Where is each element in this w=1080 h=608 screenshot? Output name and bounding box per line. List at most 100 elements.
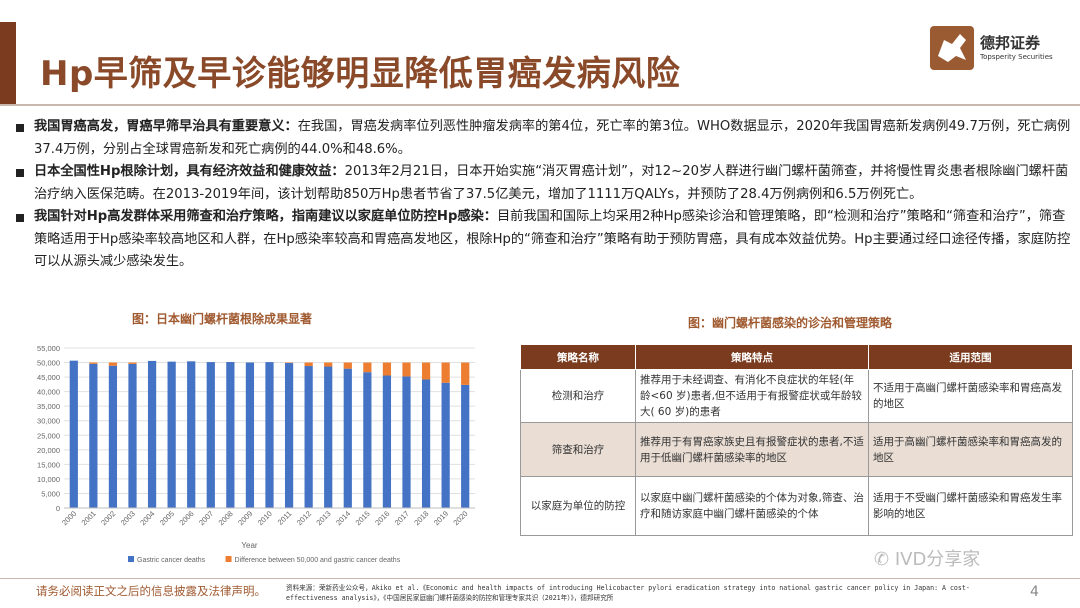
table-cell: 以家庭中幽门螺杆菌感染的个体为对象,筛查、治疗和随访家庭中幽门螺杆菌感染的个体 [635,476,869,536]
bar-difference [304,362,313,367]
table-cell: 以家庭为单位的防控 [520,476,636,536]
bar-gastric-deaths [402,376,411,508]
table-row: 筛查和治疗 推荐用于有胃癌家族史且有报警症状的患者,不适用于低幽门螺杆菌感染率的… [520,422,1073,477]
bullet-marker-icon [16,169,24,177]
legend-swatch [128,556,134,562]
table-header-row: 策略名称 策略特点 适用范围 [520,344,1073,370]
bullet-item: 我国针对Hp高发群体采用筛查和治疗策略，指南建议以家庭单位防控Hp感染：目前我国… [14,206,1074,274]
bar-gastric-deaths [284,363,294,508]
x-tick-label: 2010 [256,509,274,527]
bar-gastric-deaths [167,361,176,508]
source-note: 资料来源：荣新药业公众号，Akiko et al.《Economic and h… [286,583,1026,603]
x-tick-label: 2000 [60,509,78,527]
bar-gastric-deaths [324,366,333,508]
x-tick-label: 2017 [393,509,411,527]
y-tick-label: 55,000 [37,344,60,353]
bar-gastric-deaths [69,360,78,508]
bar-gastric-deaths [226,362,235,508]
legend-label: Difference between 50,000 and gastric ca… [235,557,401,564]
bar-gastric-deaths [304,366,313,508]
logo-icon [930,26,974,70]
table-caption: 图：幽门螺杆菌感染的诊治和管理策略 [688,316,893,330]
strategy-table: 策略名称 策略特点 适用范围 检测和治疗 推荐用于未经调查、有消化不良症状的年轻… [520,344,1073,536]
disclaimer-link[interactable]: 请务必阅读正文之后的信息披露及法律声明。 [36,584,266,598]
bullet-text: 在我国，胃癌发病率位列恶性肿瘤发病率的第4位，死亡率的第3位。WHO数据显示，2… [34,119,1071,157]
y-tick-label: 15,000 [37,460,60,469]
bullet-item: 日本全国性Hp根除计划，具有经济效益和健康效益：2013年2月21日，日本开始实… [14,161,1074,206]
page-number: 4 [1030,584,1039,600]
bar-gastric-deaths [343,368,352,508]
title-accent-bar [0,22,16,104]
watermark-text: IVD分享家 [894,549,981,570]
bullet-marker-icon [16,214,24,222]
x-tick-label: 2001 [80,509,98,527]
x-tick-label: 2018 [412,509,430,527]
x-tick-label: 2020 [451,509,469,527]
logo-name-cn: 德邦证券 [980,34,1041,52]
table-cell: 不适用于高幽门螺杆菌感染率和胃癌高发的地区 [868,369,1073,423]
company-logo: 德邦证券 Topsperity Securities [930,26,1070,76]
wechat-icon: ✆ [874,549,890,570]
bullet-marker-icon [16,124,24,132]
bar-gastric-deaths [89,363,98,508]
x-tick-label: 2012 [295,509,313,527]
x-tick-label: 2003 [119,509,137,527]
x-tick-label: 2008 [217,509,235,527]
x-tick-label: 2007 [197,509,215,527]
y-tick-label: 50,000 [37,359,60,368]
bar-gastric-deaths [363,372,372,508]
table-cell: 适用于不受幽门螺杆菌感染和胃癌发生率影响的地区 [868,476,1073,536]
table-header-cell: 适用范围 [868,344,1073,370]
bar-difference [421,362,431,380]
x-tick-label: 2002 [99,509,117,527]
bar-gastric-deaths [265,362,274,508]
table-cell: 筛查和治疗 [520,422,636,477]
y-tick-label: 30,000 [37,417,60,426]
gastric-cancer-chart: 0 5,000 10,000 15,000 20,000 25,000 30,000 35,0… [37,344,475,564]
x-tick-label: 2016 [373,509,391,527]
x-tick-label: 2011 [276,509,294,527]
x-tick-label: 2006 [177,509,195,527]
table-cell: 适用于高幽门螺杆菌感染率和胃癌高发的地区 [868,422,1073,477]
legend-label: Gastric cancer deaths [137,557,206,564]
bar-difference [108,362,118,366]
y-tick-label: 25,000 [37,431,60,440]
bar-difference [382,362,392,376]
bar-difference [363,362,372,373]
table-cell: 检测和治疗 [520,369,636,423]
y-tick-label: 45,000 [37,373,60,382]
x-tick-label: 2015 [354,509,372,527]
header-divider [0,104,1080,106]
bullet-heading: 日本全国性Hp根除计划，具有经济效益和健康效益： [34,164,345,179]
bar-gastric-deaths [421,379,431,508]
chart-caption: 图：日本幽门螺杆菌根除成果显著 [132,312,313,326]
y-tick-label: 35,000 [37,402,60,411]
x-tick-label: 2005 [158,509,176,527]
bar-gastric-deaths [245,362,255,508]
bar-difference [343,362,352,369]
bullet-list: 我国胃癌高发，胃癌早筛早治具有重要意义：在我国，胃癌发病率位列恶性肿瘤发病率的第… [14,116,1074,274]
y-tick-label: 5,000 [41,489,60,498]
source-line: 资料来源：荣新药业公众号，Akiko et al.《Economic and h… [286,584,970,592]
x-tick-label: 2004 [138,509,156,527]
legend-swatch [225,556,232,562]
bar-difference [461,362,470,385]
bar-difference [324,362,333,367]
logo-name-en: Topsperity Securities [980,53,1053,61]
bar-difference [89,362,98,364]
y-tick-label: 40,000 [37,388,60,397]
y-tick-label: 0 [56,504,60,513]
footer-divider [0,578,1080,579]
x-tick-label: 2019 [432,509,450,527]
bar-gastric-deaths [128,363,137,508]
bullet-text: 2013年2月21日，日本开始实施“消灭胃癌计划”，对12~20岁人群进行幽门螺… [34,164,1069,202]
x-tick-label: 2009 [236,509,254,527]
x-tick-label: 2014 [334,509,352,527]
bar-gastric-deaths [187,361,196,508]
table-header-cell: 策略名称 [520,344,636,370]
table-row: 检测和治疗 推荐用于未经调查、有消化不良症状的年轻(年龄<60 岁)患者,但不适… [520,369,1073,423]
x-tick-label: 2013 [314,509,332,527]
bar-difference [441,362,450,383]
bar-gastric-deaths [147,360,157,508]
watermark: ✆ IVD分享家 [874,545,980,571]
